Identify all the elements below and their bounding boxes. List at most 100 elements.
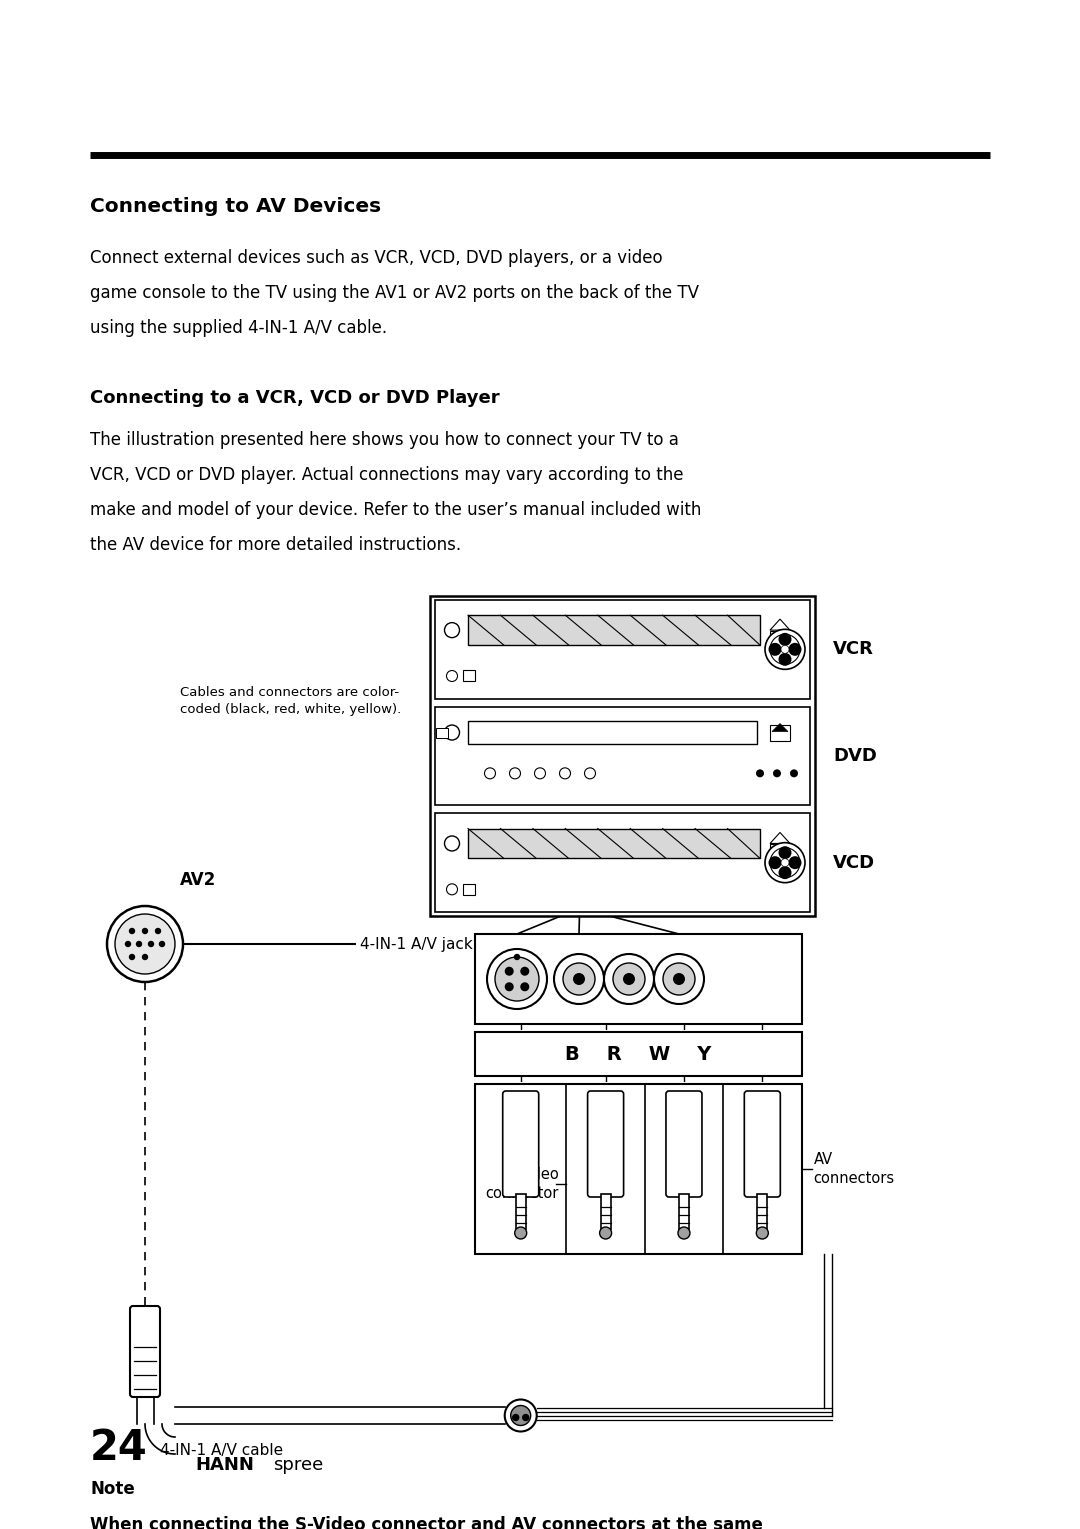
FancyBboxPatch shape — [770, 844, 789, 852]
Circle shape — [770, 847, 800, 878]
FancyBboxPatch shape — [770, 631, 789, 638]
Circle shape — [130, 928, 135, 934]
FancyBboxPatch shape — [770, 725, 789, 740]
Circle shape — [114, 914, 175, 974]
Circle shape — [678, 1226, 690, 1238]
Circle shape — [504, 1399, 537, 1431]
Circle shape — [136, 942, 141, 946]
Circle shape — [554, 954, 604, 1005]
Text: HANN: HANN — [195, 1456, 254, 1474]
Polygon shape — [770, 619, 789, 630]
FancyBboxPatch shape — [468, 720, 757, 745]
Circle shape — [769, 642, 782, 656]
Circle shape — [521, 983, 528, 991]
FancyBboxPatch shape — [600, 1194, 610, 1229]
Circle shape — [563, 963, 595, 995]
FancyBboxPatch shape — [502, 1092, 539, 1197]
Circle shape — [623, 972, 635, 985]
Circle shape — [143, 954, 148, 960]
FancyBboxPatch shape — [468, 615, 760, 645]
Circle shape — [505, 968, 513, 976]
Circle shape — [487, 950, 546, 1009]
FancyBboxPatch shape — [679, 1194, 689, 1229]
Circle shape — [773, 769, 781, 777]
Text: Cables and connectors are color-
coded (black, red, white, yellow).: Cables and connectors are color- coded (… — [180, 685, 402, 716]
Text: game console to the TV using the AV1 or AV2 ports on the back of the TV: game console to the TV using the AV1 or … — [90, 284, 699, 303]
Text: using the supplied 4-IN-1 A/V cable.: using the supplied 4-IN-1 A/V cable. — [90, 320, 387, 336]
Circle shape — [445, 725, 459, 740]
Circle shape — [788, 642, 801, 656]
Circle shape — [788, 856, 801, 868]
Text: spree: spree — [273, 1456, 323, 1474]
Circle shape — [149, 942, 153, 946]
FancyBboxPatch shape — [744, 1092, 781, 1197]
Text: S-Video
connector: S-Video connector — [485, 1167, 558, 1202]
FancyBboxPatch shape — [475, 934, 801, 1024]
Circle shape — [779, 865, 792, 879]
Text: The illustration presented here shows you how to connect your TV to a: The illustration presented here shows yo… — [90, 431, 679, 450]
Text: 4-IN-1 A/V jack: 4-IN-1 A/V jack — [360, 936, 473, 951]
Text: 24: 24 — [90, 1427, 148, 1469]
Circle shape — [143, 928, 148, 934]
Circle shape — [673, 972, 685, 985]
Text: Note: Note — [90, 1480, 135, 1498]
Circle shape — [779, 846, 792, 859]
Text: AV
connectors: AV connectors — [813, 1151, 894, 1187]
Text: AV2: AV2 — [180, 872, 216, 888]
Circle shape — [511, 1405, 530, 1425]
FancyBboxPatch shape — [430, 596, 815, 916]
FancyBboxPatch shape — [435, 813, 810, 911]
FancyBboxPatch shape — [588, 1092, 623, 1197]
Circle shape — [510, 768, 521, 778]
Circle shape — [584, 768, 595, 778]
Circle shape — [789, 769, 798, 777]
FancyBboxPatch shape — [475, 1084, 801, 1254]
FancyBboxPatch shape — [516, 1194, 526, 1229]
Circle shape — [663, 963, 696, 995]
Circle shape — [446, 671, 458, 682]
Circle shape — [779, 653, 792, 665]
Circle shape — [756, 1226, 768, 1238]
FancyBboxPatch shape — [468, 829, 760, 858]
Circle shape — [765, 842, 805, 882]
Text: VCR: VCR — [833, 641, 874, 659]
Circle shape — [559, 768, 570, 778]
Circle shape — [107, 907, 183, 982]
FancyBboxPatch shape — [435, 599, 810, 699]
Circle shape — [770, 635, 800, 664]
Circle shape — [125, 942, 131, 946]
Polygon shape — [772, 723, 788, 731]
Circle shape — [485, 768, 496, 778]
Text: VCR, VCD or DVD player. Actual connections may vary according to the: VCR, VCD or DVD player. Actual connectio… — [90, 466, 684, 485]
Circle shape — [495, 957, 539, 1001]
Circle shape — [765, 630, 805, 670]
Circle shape — [130, 954, 135, 960]
Circle shape — [781, 859, 789, 867]
Text: VCD: VCD — [833, 853, 875, 872]
Circle shape — [505, 983, 513, 991]
Circle shape — [446, 884, 458, 894]
Circle shape — [513, 1414, 518, 1420]
FancyBboxPatch shape — [666, 1092, 702, 1197]
Text: Connecting to AV Devices: Connecting to AV Devices — [90, 197, 381, 216]
Circle shape — [514, 954, 519, 960]
Circle shape — [604, 954, 654, 1005]
Text: the AV device for more detailed instructions.: the AV device for more detailed instruct… — [90, 537, 461, 553]
Text: Connect external devices such as VCR, VCD, DVD players, or a video: Connect external devices such as VCR, VC… — [90, 249, 663, 268]
Circle shape — [599, 1226, 611, 1238]
Text: make and model of your device. Refer to the user’s manual included with: make and model of your device. Refer to … — [90, 502, 701, 518]
Circle shape — [445, 836, 459, 852]
Text: B    R    W    Y: B R W Y — [565, 1044, 712, 1064]
Circle shape — [769, 856, 782, 868]
Circle shape — [654, 954, 704, 1005]
Circle shape — [521, 968, 528, 976]
Circle shape — [445, 622, 459, 638]
Circle shape — [523, 1414, 529, 1420]
Circle shape — [781, 645, 789, 653]
Text: 4-IN-1 A/V cable: 4-IN-1 A/V cable — [160, 1443, 283, 1459]
FancyBboxPatch shape — [463, 884, 475, 894]
FancyBboxPatch shape — [435, 706, 810, 806]
Polygon shape — [770, 832, 789, 844]
FancyBboxPatch shape — [463, 671, 475, 682]
FancyBboxPatch shape — [436, 728, 448, 737]
